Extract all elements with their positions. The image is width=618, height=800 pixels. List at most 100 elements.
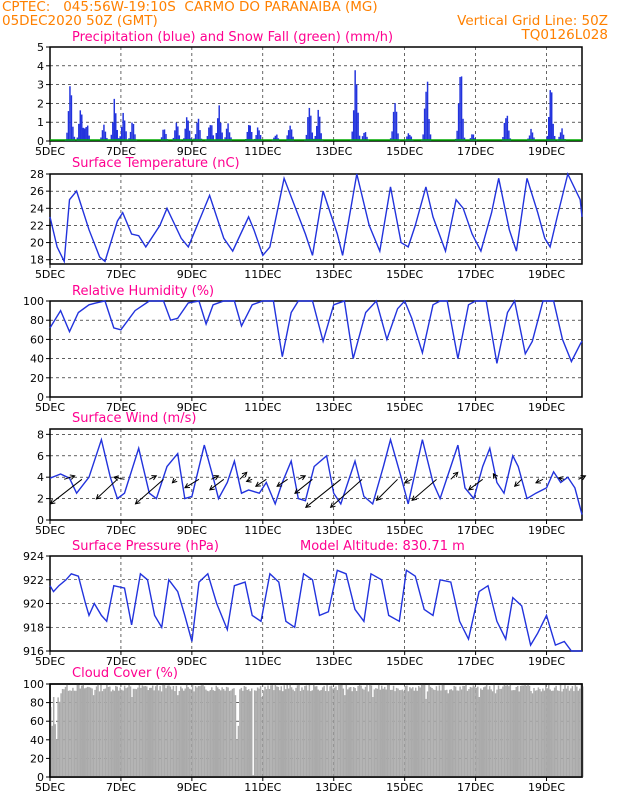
precip-bar <box>289 125 291 141</box>
cloud-bar <box>160 691 163 777</box>
cloud-bar <box>267 685 269 777</box>
cloud-bar <box>376 688 379 777</box>
cloud-bar <box>574 684 577 777</box>
cloud-bar <box>496 689 498 777</box>
cloud-bar <box>568 690 571 777</box>
cloud-bar <box>143 686 145 777</box>
cloud-bar <box>168 685 170 777</box>
precip-bar <box>132 124 135 141</box>
cloud-bar <box>129 686 132 777</box>
cloud-bar <box>119 687 121 777</box>
cloud-bar <box>183 690 185 777</box>
cloud-bar <box>341 684 343 777</box>
cloud-bar <box>138 684 141 777</box>
cloud-bar <box>465 684 467 777</box>
precip-bar <box>131 122 133 141</box>
cloud-bar <box>404 685 407 777</box>
precip-bar <box>426 81 429 141</box>
precip-ytick-label: 1 <box>37 116 44 129</box>
cloud-bar <box>407 691 410 777</box>
cloud-bar <box>409 687 411 777</box>
cloud-bar <box>456 690 458 777</box>
cloud-bar <box>502 686 504 777</box>
cloud-bar <box>379 689 382 777</box>
cloud-bar <box>163 684 166 777</box>
precip-bar <box>548 117 550 141</box>
cloud-bar <box>113 690 116 777</box>
cloud-bar <box>475 687 478 777</box>
precip-bar <box>352 110 355 141</box>
cloud-bar <box>110 691 113 777</box>
cloud-bar <box>459 686 461 777</box>
cloud-bar <box>72 687 74 777</box>
cloud-bar <box>463 685 466 777</box>
cloud-bar <box>206 690 209 777</box>
precip-bar <box>363 132 365 141</box>
cloud-ytick-label: 0 <box>37 771 44 784</box>
cloud-bar <box>287 688 290 777</box>
wind-xtick-label: 17DEC <box>457 524 494 537</box>
cloud-bar <box>481 689 483 777</box>
cloud-bar <box>451 690 454 777</box>
temp-ytick-label: 26 <box>30 185 44 198</box>
cloud-bar <box>530 690 532 777</box>
wind-vector-head <box>300 475 307 481</box>
precip-panel-title: Precipitation (blue) and Snow Fall (gree… <box>72 30 394 45</box>
cloud-bar <box>491 691 494 777</box>
temp-xtick-label: 13DEC <box>315 268 352 281</box>
cloud-bar <box>54 724 56 777</box>
cloud-bar <box>484 686 486 777</box>
temp-xtick-label: 15DEC <box>386 268 423 281</box>
temp-xtick-label: 11DEC <box>244 268 281 281</box>
cloud-bar <box>516 685 519 777</box>
cloud-bar <box>292 689 294 777</box>
wind-vector <box>468 478 483 491</box>
precip-bar <box>558 136 560 141</box>
cloud-bar <box>398 690 401 777</box>
precip-bar <box>82 127 84 141</box>
temp-ytick-label: 24 <box>30 202 44 215</box>
cloud-bar <box>137 687 139 777</box>
cloud-ytick-label: 40 <box>30 734 44 747</box>
cloud-bar <box>117 690 120 777</box>
temp-panel-title: Surface Temperature (nC) <box>72 156 240 171</box>
cloud-xtick-label: 19DEC <box>528 781 565 794</box>
pressure-series-line <box>49 569 582 652</box>
wind-xtick-label: 7DEC <box>106 524 136 537</box>
precip-bar <box>397 133 399 141</box>
precip-bar <box>310 115 312 141</box>
temp-xtick-label: 5DEC <box>35 268 65 281</box>
wind-vector <box>64 475 75 480</box>
precip-bar <box>354 70 356 141</box>
cloud-bar <box>518 691 520 777</box>
cloud-bar <box>412 687 414 777</box>
cloud-bar <box>264 686 266 777</box>
cloud-bar <box>184 688 186 777</box>
cloud-bar <box>522 685 525 777</box>
temp-ytick-label: 18 <box>30 254 44 267</box>
cloud-bar <box>60 693 62 777</box>
cloud-bar <box>528 685 531 777</box>
cloud-bar <box>283 685 285 777</box>
cloud-bar <box>469 686 472 777</box>
cloud-bar <box>252 775 254 777</box>
precip-bar <box>462 118 464 141</box>
wind-frame <box>49 428 583 521</box>
wind-vector <box>50 478 83 505</box>
precip-bar <box>224 137 226 141</box>
cloud-bar <box>351 691 353 777</box>
precip-bar <box>129 131 132 141</box>
cloud-bar <box>236 739 238 777</box>
cloud-bar <box>200 685 203 777</box>
model-altitude: Model Altitude: 830.71 m <box>300 539 465 554</box>
cloud-bar <box>126 687 129 777</box>
cloud-bar <box>290 687 293 777</box>
cloud-bar <box>378 684 380 777</box>
precip-bar <box>185 117 188 141</box>
cloud-bar <box>153 690 155 777</box>
cloud-bar <box>354 688 356 777</box>
precip-bar <box>178 135 181 141</box>
precip-bar <box>409 134 411 141</box>
cloud-bar <box>558 690 560 777</box>
cloud-bar <box>81 685 83 777</box>
